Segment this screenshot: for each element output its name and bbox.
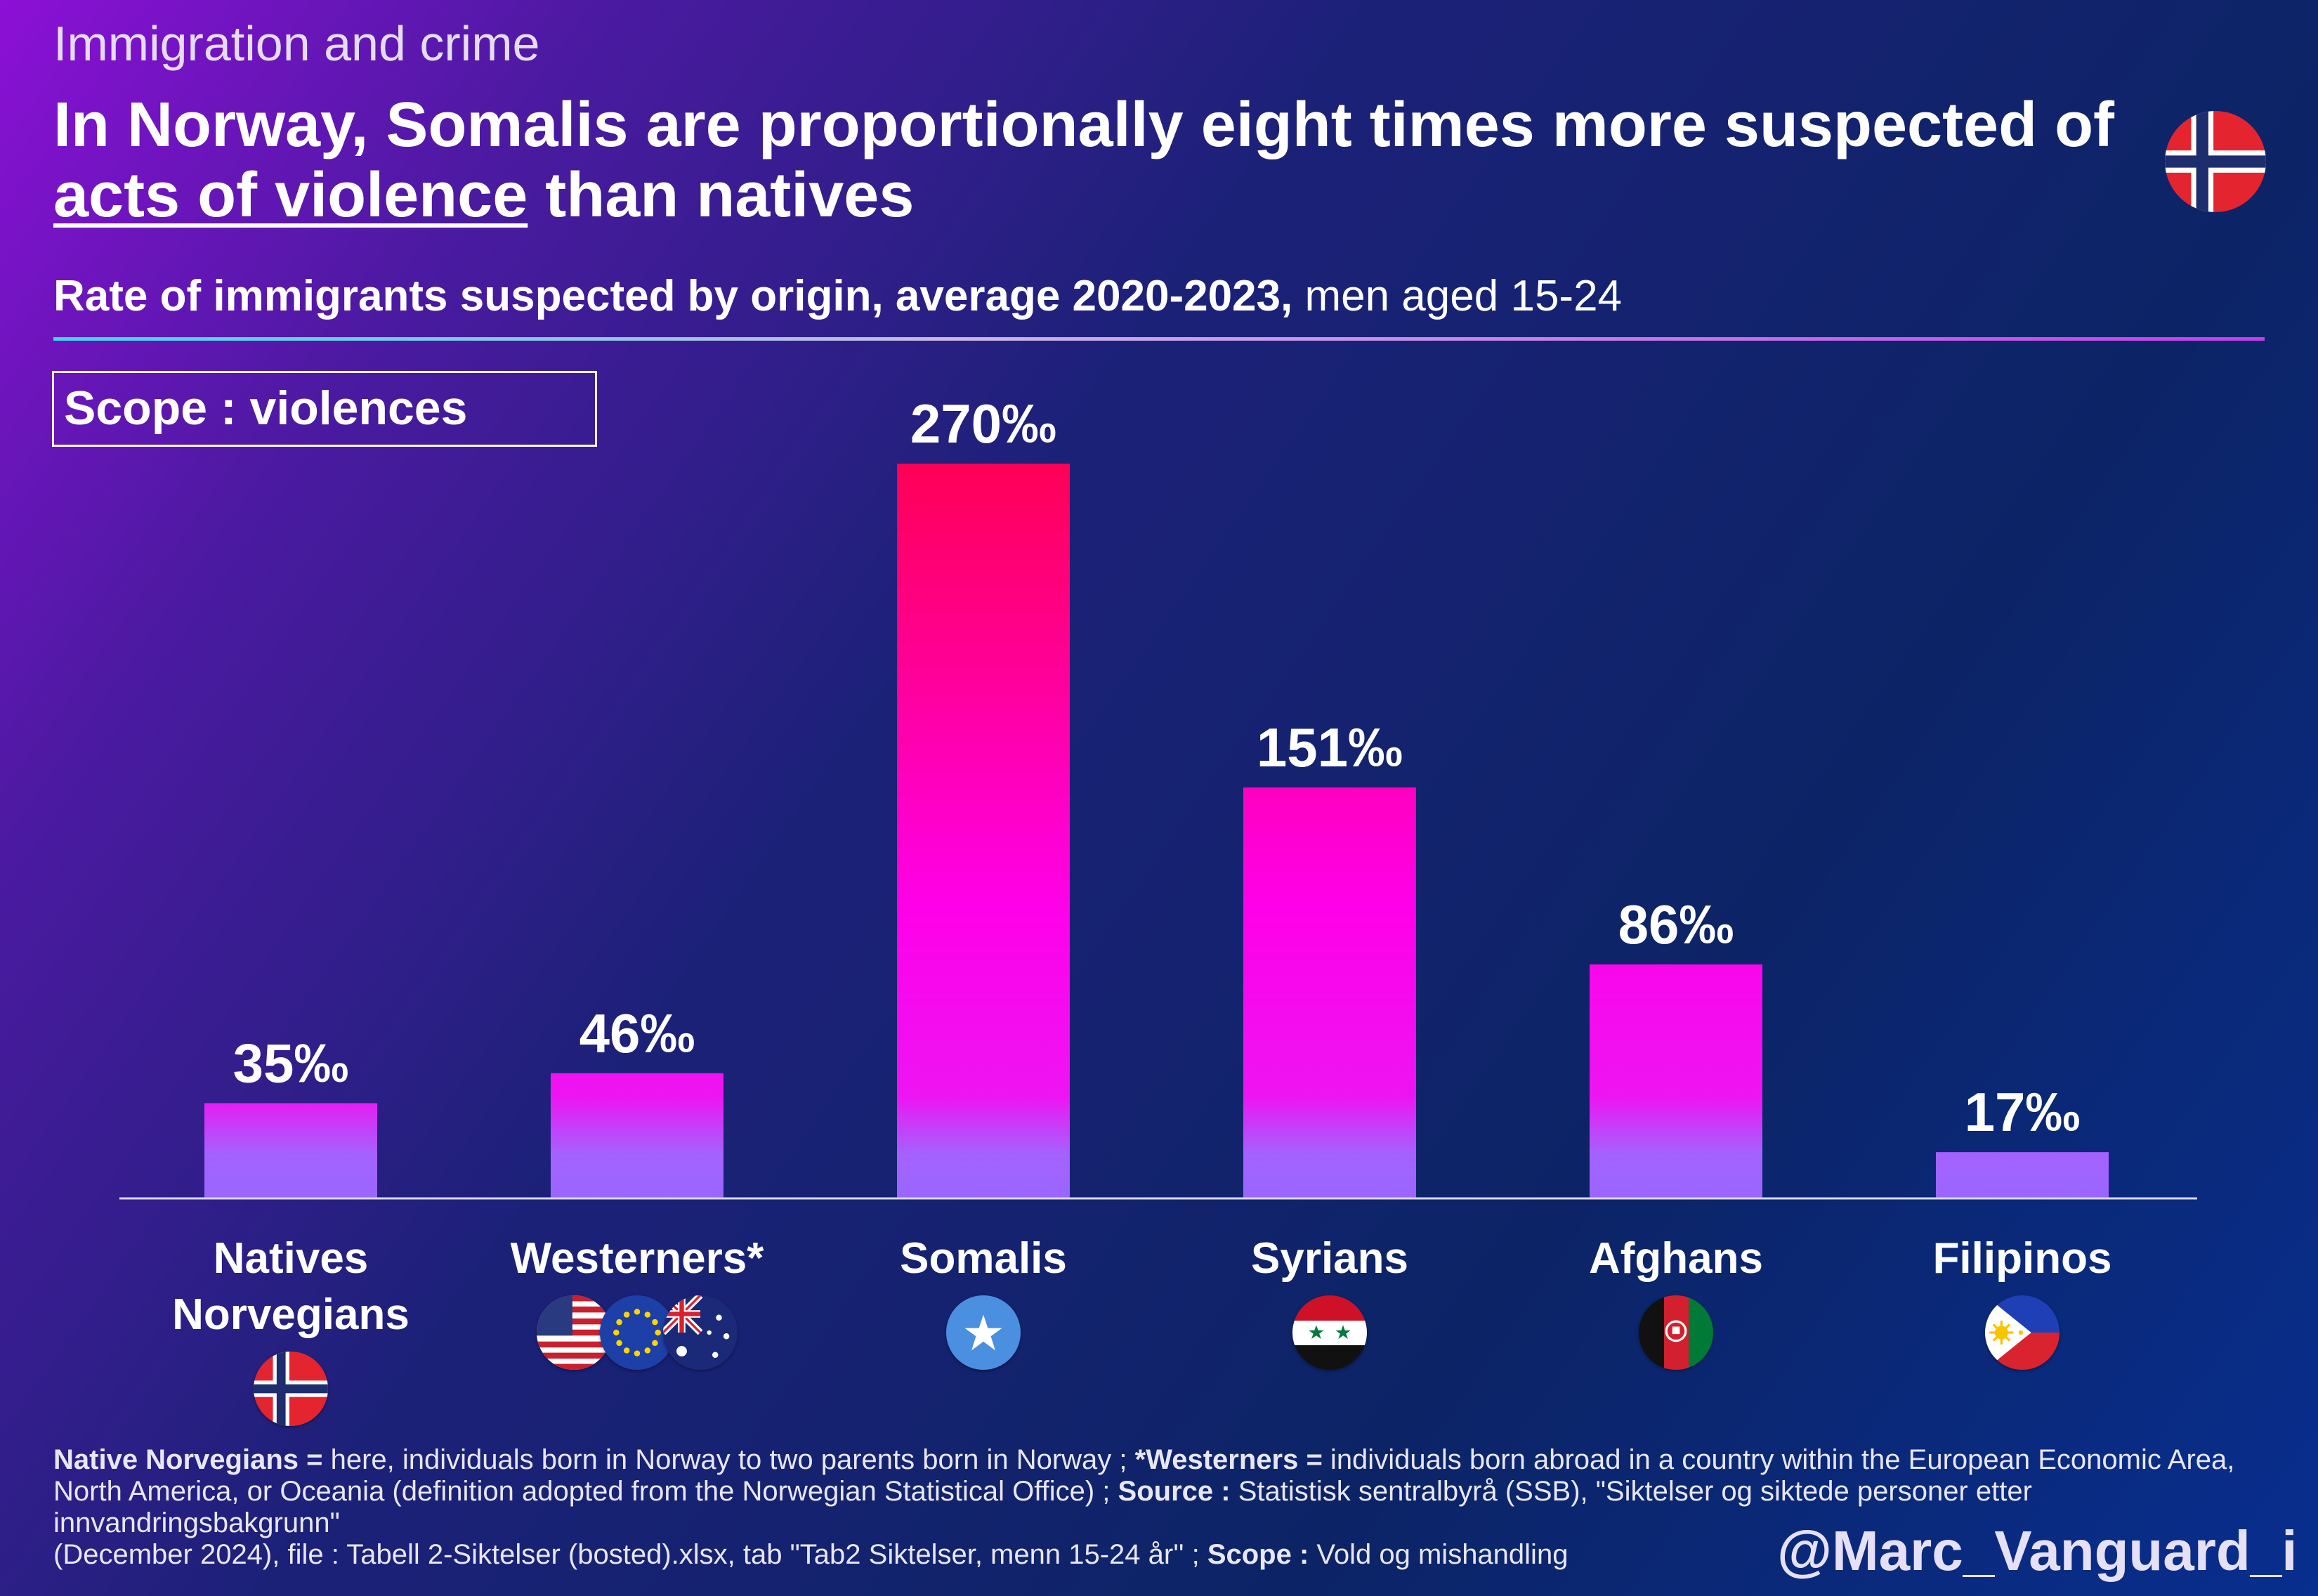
footnote-native-def: here, individuals born in Norway to two … — [322, 1444, 1135, 1475]
category-syrians: Syrians — [1175, 1231, 1484, 1370]
bar-afghans — [1590, 964, 1762, 1198]
bar-natives-norvegians — [204, 1103, 377, 1198]
header-divider — [53, 337, 2265, 341]
footnote-west-def: individuals born abroad in a country wit… — [53, 1444, 2235, 1507]
value-label: 151‰ — [1257, 717, 1403, 778]
bar-westerners — [551, 1073, 723, 1198]
norway-flag-icon — [254, 1352, 328, 1426]
subtitle-bold: Rate of immigrants suspected by origin, … — [53, 272, 1293, 320]
footnote-scope-def: Vold og mishandling — [1309, 1539, 1569, 1570]
philippines-flag-icon — [1985, 1295, 2060, 1370]
category-westerners: Westerners* — [483, 1231, 792, 1370]
eu-flag-icon — [600, 1295, 674, 1370]
category-filipinos: Filipinos — [1868, 1231, 2177, 1370]
value-label: 17‰ — [1965, 1081, 2081, 1143]
footnote-native-term: Native Norvegians = — [53, 1444, 323, 1475]
usa-flag-icon — [537, 1295, 611, 1370]
category-natives: Natives Norvegians — [136, 1231, 445, 1426]
headline-underlined: acts of violence — [53, 160, 528, 230]
bar-somalis — [897, 464, 1070, 1198]
category-label: Somalis — [900, 1234, 1067, 1283]
subtitle-regular: men aged 15-24 — [1292, 272, 1623, 320]
headline-part-2: than natives — [528, 160, 915, 230]
footnote-scope-term: Scope : — [1207, 1539, 1309, 1570]
category-label: Natives — [213, 1234, 369, 1283]
bar-syrians — [1243, 787, 1416, 1198]
chart-headline: In Norway, Somalis are proportionally ei… — [53, 90, 2133, 230]
afghanistan-flag-icon — [1639, 1295, 1713, 1370]
australia-flag-icon — [663, 1295, 738, 1370]
kicker-text: Immigration and crime — [53, 16, 540, 71]
category-label: Filipinos — [1932, 1234, 2112, 1283]
value-label: 46‰ — [580, 1002, 695, 1064]
category-label: Syrians — [1250, 1234, 1409, 1283]
category-label-line2: Norvegians — [172, 1290, 410, 1339]
syria-flag-icon — [1292, 1295, 1367, 1370]
somalia-flag-icon — [946, 1295, 1021, 1370]
category-label: Afghans — [1589, 1234, 1763, 1283]
value-label: 270‰ — [910, 393, 1056, 454]
norway-flag-icon — [2165, 111, 2266, 212]
footnote: Native Norvegians = here, individuals bo… — [53, 1444, 2273, 1571]
scope-box: Scope : violences — [52, 371, 597, 447]
bars-layer: 35‰ 46‰ 270‰ 151‰ 86‰ 17‰ — [204, 393, 2109, 1198]
category-label: Westerners* — [510, 1234, 764, 1283]
footnote-source-def-2: (December 2024), file : Tabell 2-Siktels… — [53, 1539, 1207, 1570]
footnote-source-def: Statistisk sentralbyrå (SSB), "Siktelser… — [53, 1476, 2032, 1538]
value-label: 86‰ — [1618, 894, 1734, 955]
headline-part-1: In Norway, Somalis are proportionally ei… — [53, 90, 2115, 160]
footnote-west-term: *Westerners = — [1134, 1444, 1323, 1475]
author-handle: @Marc_Vanguard_i — [1777, 1519, 2298, 1582]
category-somalis: Somalis — [829, 1231, 1138, 1370]
category-afghans: Afghans — [1521, 1231, 1831, 1370]
footnote-source-term: Source : — [1118, 1476, 1231, 1507]
bar-filipinos — [1936, 1152, 2109, 1198]
value-label: 35‰ — [233, 1032, 349, 1094]
chart-subtitle: Rate of immigrants suspected by origin, … — [53, 271, 1622, 321]
